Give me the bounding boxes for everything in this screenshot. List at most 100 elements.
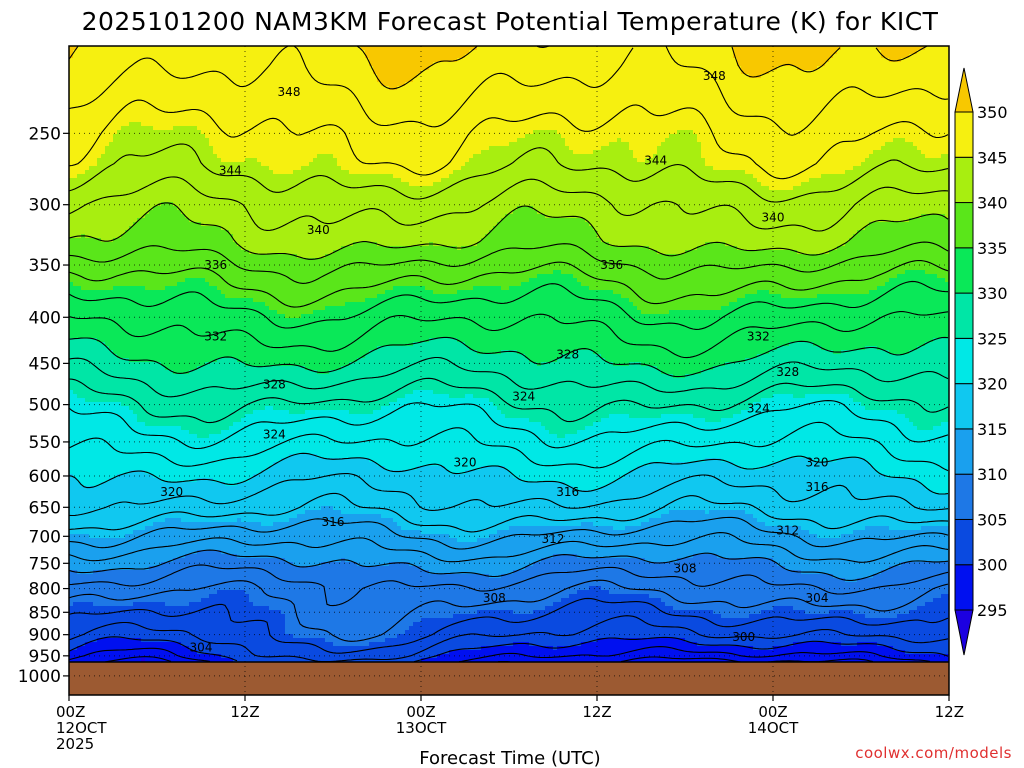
- contour-label: 312: [542, 532, 565, 546]
- x-axis-label: Forecast Time (UTC): [419, 748, 600, 768]
- isentrope-306: [69, 579, 949, 642]
- contour-label: 328: [556, 348, 579, 362]
- isentrope-302: [69, 615, 949, 663]
- x-tick-label: 2025: [56, 735, 94, 753]
- colorbar-tick-label: 310: [977, 465, 1008, 484]
- contour-label: 304: [806, 591, 829, 605]
- isentrope-318: [69, 473, 949, 517]
- isentrope-350: [69, 46, 928, 90]
- isentrope-314: [69, 516, 949, 550]
- y-tick-label: 250: [29, 124, 61, 144]
- isentrope-322: [69, 421, 949, 472]
- contour-label: 312: [776, 524, 799, 538]
- x-tick-label: 12Z: [230, 703, 259, 721]
- colorbar-segment-8: [954, 247, 974, 294]
- theta-band-10: [69, 122, 949, 258]
- colorbar-extend-bottom: [954, 609, 974, 656]
- contour-label: 328: [263, 378, 286, 392]
- colorbar-tick-label: 325: [977, 329, 1008, 348]
- isentrope-340: [69, 202, 949, 260]
- colorbar-tick-label: 345: [977, 148, 1008, 167]
- isentrope-298: [69, 646, 931, 663]
- isentrope-310: [69, 549, 949, 581]
- contour-label: 336: [600, 258, 623, 272]
- colorbar-tick-label: 305: [977, 510, 1008, 529]
- ground-fill: [69, 661, 949, 695]
- contour-label: 320: [160, 485, 183, 499]
- contour-label: 324: [512, 390, 535, 404]
- colorbar-segment-10: [954, 156, 974, 204]
- colorbar-tick-label: 320: [977, 375, 1008, 394]
- contour-label: 308: [674, 561, 697, 575]
- colorbar-tick-label: 300: [977, 556, 1008, 575]
- contour-label: 316: [556, 485, 579, 499]
- contour-label: 300: [732, 630, 755, 644]
- contour-label: 340: [762, 211, 785, 225]
- colorbar-segment-9: [954, 202, 974, 249]
- colorbar-segment-3: [954, 473, 974, 520]
- isentrope-300: [69, 636, 949, 663]
- isentrope-342: [69, 176, 949, 232]
- y-tick-label: 700: [29, 527, 61, 547]
- contour-label: 316: [322, 515, 345, 529]
- contour-label: 348: [703, 69, 726, 83]
- grid-lines: [69, 46, 949, 695]
- isentrope-348: [69, 46, 949, 136]
- x-tick-label: 14OCT: [748, 719, 799, 737]
- isentrope-332: [69, 311, 949, 359]
- contour-label: 324: [263, 428, 286, 442]
- y-tick-label: 750: [29, 554, 61, 574]
- y-tick-label: 400: [29, 308, 61, 328]
- contour-label: 324: [747, 402, 770, 416]
- colorbar-tick-label: 330: [977, 284, 1008, 303]
- isentrope-320: [69, 452, 949, 495]
- y-tick-label: 350: [29, 256, 61, 276]
- ground-below-surface: [69, 661, 949, 695]
- x-tick-label: 00Z: [56, 703, 85, 721]
- theta-band-9: [69, 202, 949, 318]
- contour-label: 316: [806, 480, 829, 494]
- y-tick-label: 500: [29, 396, 61, 416]
- colorbar-tick-label: 295: [977, 601, 1008, 620]
- contour-label: 320: [454, 456, 477, 470]
- x-tick-label: 12OCT: [56, 719, 107, 737]
- isentrope-312: [69, 532, 949, 563]
- x-tick-label: 00Z: [758, 703, 787, 721]
- isentrope-344: [69, 143, 949, 203]
- contour-label: 332: [747, 329, 770, 343]
- plot-area: 348 348 344 344 340 340 336 336 332 332 328 328 328 3…: [69, 46, 949, 695]
- y-tick-label: 550: [29, 433, 61, 453]
- y-tick-label: 450: [29, 354, 61, 374]
- contour-label: 344: [644, 154, 667, 168]
- colorbar-segment-7: [954, 292, 974, 339]
- colorbar-segment-2: [954, 518, 974, 566]
- chart-title: 2025101200 NAM3KM Forecast Potential Tem…: [82, 7, 939, 36]
- isentrope-338: [69, 241, 949, 284]
- y-tick-label: 800: [29, 580, 61, 600]
- colorbar: 295 300 305 310 315 320 325 330 335 340 345 350: [954, 67, 1008, 656]
- theta-band-11: [69, 46, 949, 190]
- y-tick-label: 300: [29, 196, 61, 216]
- colorbar-tick-label: 340: [977, 194, 1008, 213]
- y-tick-label: 850: [29, 603, 61, 623]
- contour-label: 340: [307, 223, 330, 237]
- contour-label: 344: [219, 164, 242, 178]
- isentrope-336: [69, 259, 949, 308]
- credit-text: coolwx.com/models: [855, 744, 1012, 762]
- isentrope-308: [69, 564, 949, 607]
- colorbar-segment-1: [954, 564, 974, 611]
- x-tick-label: 12Z: [935, 703, 964, 721]
- colorbar-tick-label: 350: [977, 103, 1008, 122]
- plot-frame: [68, 45, 950, 696]
- isentrope-334: [69, 280, 949, 330]
- contour-label: 304: [190, 641, 213, 655]
- y-tick-label: 650: [29, 498, 61, 518]
- isentrope-324: [69, 400, 949, 450]
- colorbar-segment-11: [954, 111, 974, 158]
- x-tick-label: 00Z: [406, 703, 435, 721]
- theta-band-8: [69, 270, 949, 378]
- theta-band-3: [69, 550, 949, 646]
- theta-band-4: [69, 506, 949, 582]
- y-tick-label: 950: [29, 647, 61, 667]
- contour-label: 332: [204, 329, 227, 343]
